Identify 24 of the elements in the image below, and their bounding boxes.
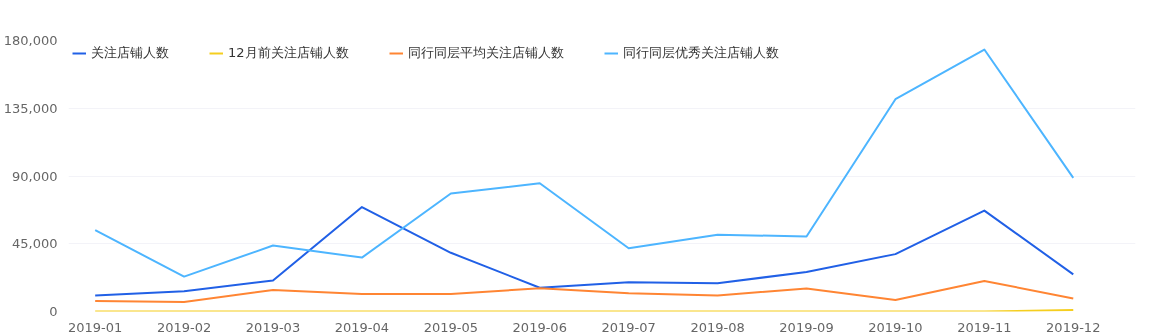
x-tick-label: 2019-12 bbox=[1046, 319, 1101, 334]
line-series bbox=[94, 206, 1075, 297]
x-tick-label: 2019-08 bbox=[690, 319, 745, 334]
x-tick-label: 2019-10 bbox=[868, 319, 923, 334]
y-tick-label: 45,000 bbox=[12, 236, 58, 252]
x-tick-label: 2019-01 bbox=[68, 319, 123, 334]
x-tick-label: 2019-06 bbox=[512, 319, 567, 334]
y-tick-label: 180,000 bbox=[3, 33, 58, 48]
legend-label: 关注店铺人数 bbox=[91, 44, 169, 62]
y-tick-label: 0 bbox=[49, 304, 58, 319]
line-series bbox=[94, 48, 1075, 278]
line-series bbox=[94, 279, 1075, 304]
x-tick-label: 2019-11 bbox=[957, 319, 1012, 334]
x-tick-label: 2019-03 bbox=[245, 319, 301, 334]
legend-label: 同行同层优秀关注店铺人数 bbox=[622, 44, 779, 62]
legend-label: 12月前关注店铺人数 bbox=[228, 44, 349, 62]
y-tick-label: 90,000 bbox=[12, 168, 58, 184]
x-tick-label: 2019-02 bbox=[156, 319, 212, 334]
x-tick-label: 2019-04 bbox=[334, 319, 390, 334]
x-tick-label: 2019-09 bbox=[779, 319, 834, 334]
y-tick-label: 135,000 bbox=[3, 100, 58, 116]
x-tick-label: 2019-07 bbox=[601, 319, 656, 334]
x-tick-label: 2019-05 bbox=[423, 319, 479, 334]
legend-label: 同行同层平均关注店铺人数 bbox=[407, 44, 564, 62]
